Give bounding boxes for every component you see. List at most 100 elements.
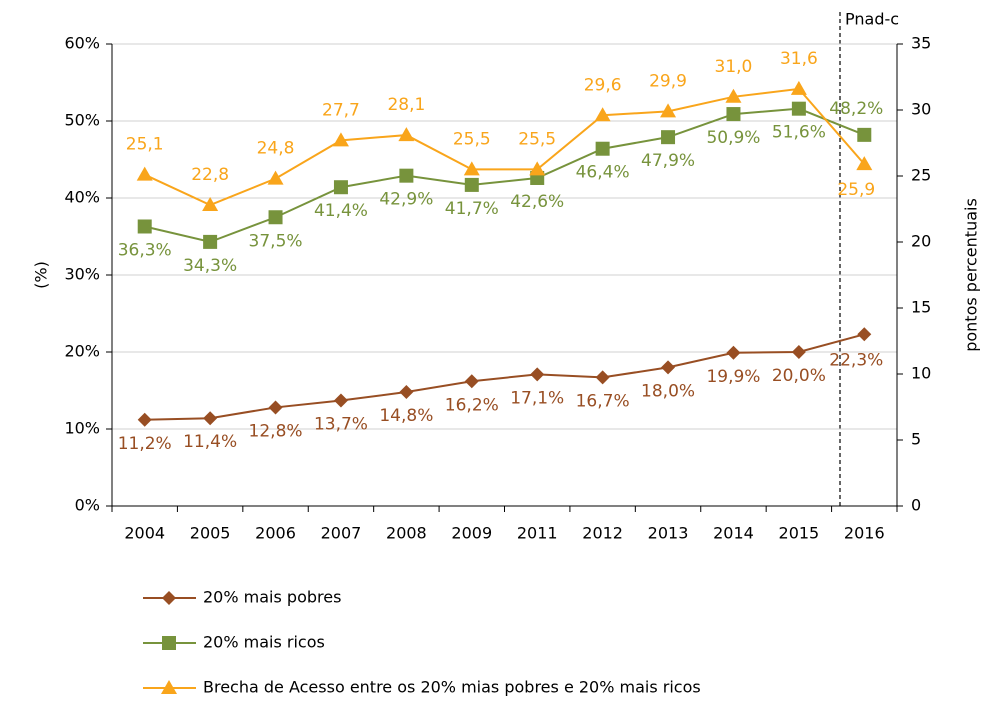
data-label: 25,5 xyxy=(518,129,556,149)
data-label: 46,4% xyxy=(576,163,630,183)
marker xyxy=(857,327,872,342)
marker xyxy=(268,400,283,415)
marker xyxy=(464,374,479,389)
data-label: 22,3% xyxy=(829,350,883,370)
data-label: 48,2% xyxy=(829,99,883,119)
marker xyxy=(202,197,219,212)
data-label: 31,6 xyxy=(780,49,818,69)
marker xyxy=(137,412,152,427)
x-tick-label: 2011 xyxy=(517,524,558,543)
data-label: 41,4% xyxy=(314,201,368,221)
y2-tick-label: 30 xyxy=(911,100,931,119)
x-tick-label: 2004 xyxy=(124,524,165,543)
data-label: 41,7% xyxy=(445,199,499,219)
marker xyxy=(856,156,873,171)
y2-tick-label: 0 xyxy=(911,496,921,515)
data-label: 37,5% xyxy=(249,231,303,251)
y2-tick-label: 25 xyxy=(911,166,931,185)
data-label: 31,0 xyxy=(715,57,753,77)
y2-tick-label: 5 xyxy=(911,430,921,449)
data-label: 19,9% xyxy=(706,367,760,387)
annotation: Pnad-c xyxy=(845,10,899,29)
x-tick-label: 2012 xyxy=(582,524,623,543)
marker xyxy=(399,385,414,400)
data-label: 27,7 xyxy=(322,100,360,120)
x-tick-label: 2013 xyxy=(648,524,689,543)
marker xyxy=(726,107,741,122)
data-label: 22,8 xyxy=(191,165,229,185)
y-tick-label: 50% xyxy=(64,111,100,130)
marker xyxy=(203,411,218,426)
marker xyxy=(595,370,610,385)
data-label: 25,9 xyxy=(837,180,875,200)
legend-label: Brecha de Acesso entre os 20% mias pobre… xyxy=(203,678,701,697)
marker xyxy=(333,180,348,195)
legend-label: 20% mais ricos xyxy=(203,633,325,652)
marker xyxy=(268,210,283,225)
data-label: 47,9% xyxy=(641,151,695,171)
legend-marker xyxy=(162,636,176,650)
data-label: 28,1 xyxy=(387,95,425,115)
data-label: 16,2% xyxy=(445,395,499,415)
marker xyxy=(137,219,152,234)
y2-tick-label: 10 xyxy=(911,364,931,383)
data-label: 25,5 xyxy=(453,129,491,149)
marker xyxy=(398,127,415,142)
x-tick-label: 2007 xyxy=(321,524,362,543)
marker xyxy=(530,367,545,382)
series-line xyxy=(144,107,865,243)
data-label: 20,0% xyxy=(772,366,826,386)
marker xyxy=(660,103,677,118)
marker xyxy=(463,161,480,176)
series-line xyxy=(144,333,865,421)
data-label: 29,9 xyxy=(649,71,687,91)
data-label: 12,8% xyxy=(249,421,303,441)
y-tick-label: 20% xyxy=(64,342,100,361)
x-tick-label: 2008 xyxy=(386,524,427,543)
data-label: 42,9% xyxy=(379,190,433,210)
data-label: 25,1 xyxy=(126,135,164,155)
marker xyxy=(203,234,218,249)
marker xyxy=(594,107,611,122)
x-tick-label: 2015 xyxy=(779,524,820,543)
data-label: 16,7% xyxy=(576,391,630,411)
y-tick-label: 0% xyxy=(75,496,100,515)
marker xyxy=(661,360,676,375)
data-label: 50,9% xyxy=(706,128,760,148)
data-label: 17,1% xyxy=(510,388,564,408)
marker xyxy=(595,141,610,156)
x-tick-label: 2006 xyxy=(255,524,296,543)
marker xyxy=(791,101,806,116)
legend-label: 20% mais pobres xyxy=(203,588,341,607)
y2-axis-label: pontos percentuais xyxy=(962,198,981,352)
data-label: 24,8 xyxy=(257,139,295,159)
data-label: 34,3% xyxy=(183,256,237,276)
data-label: 14,8% xyxy=(379,406,433,426)
y2-tick-label: 35 xyxy=(911,34,931,53)
x-tick-label: 2016 xyxy=(844,524,885,543)
x-tick-label: 2014 xyxy=(713,524,754,543)
marker xyxy=(725,88,742,103)
y-tick-label: 30% xyxy=(64,265,100,284)
marker xyxy=(136,166,153,181)
marker xyxy=(399,168,414,183)
x-tick-label: 2009 xyxy=(451,524,492,543)
y-tick-label: 10% xyxy=(64,419,100,438)
marker xyxy=(267,170,284,185)
marker xyxy=(790,80,807,95)
marker xyxy=(857,127,872,142)
y-tick-label: 60% xyxy=(64,34,100,53)
x-tick-label: 2005 xyxy=(190,524,231,543)
legend-marker xyxy=(162,591,176,605)
y2-tick-label: 15 xyxy=(911,298,931,317)
data-label: 36,3% xyxy=(118,240,172,260)
y-axis-label: (%) xyxy=(32,261,51,289)
data-label: 18,0% xyxy=(641,381,695,401)
marker xyxy=(332,132,349,147)
legend-marker xyxy=(161,680,177,694)
y2-tick-label: 20 xyxy=(911,232,931,251)
series-line xyxy=(144,87,866,207)
marker xyxy=(333,393,348,408)
marker xyxy=(464,177,479,192)
